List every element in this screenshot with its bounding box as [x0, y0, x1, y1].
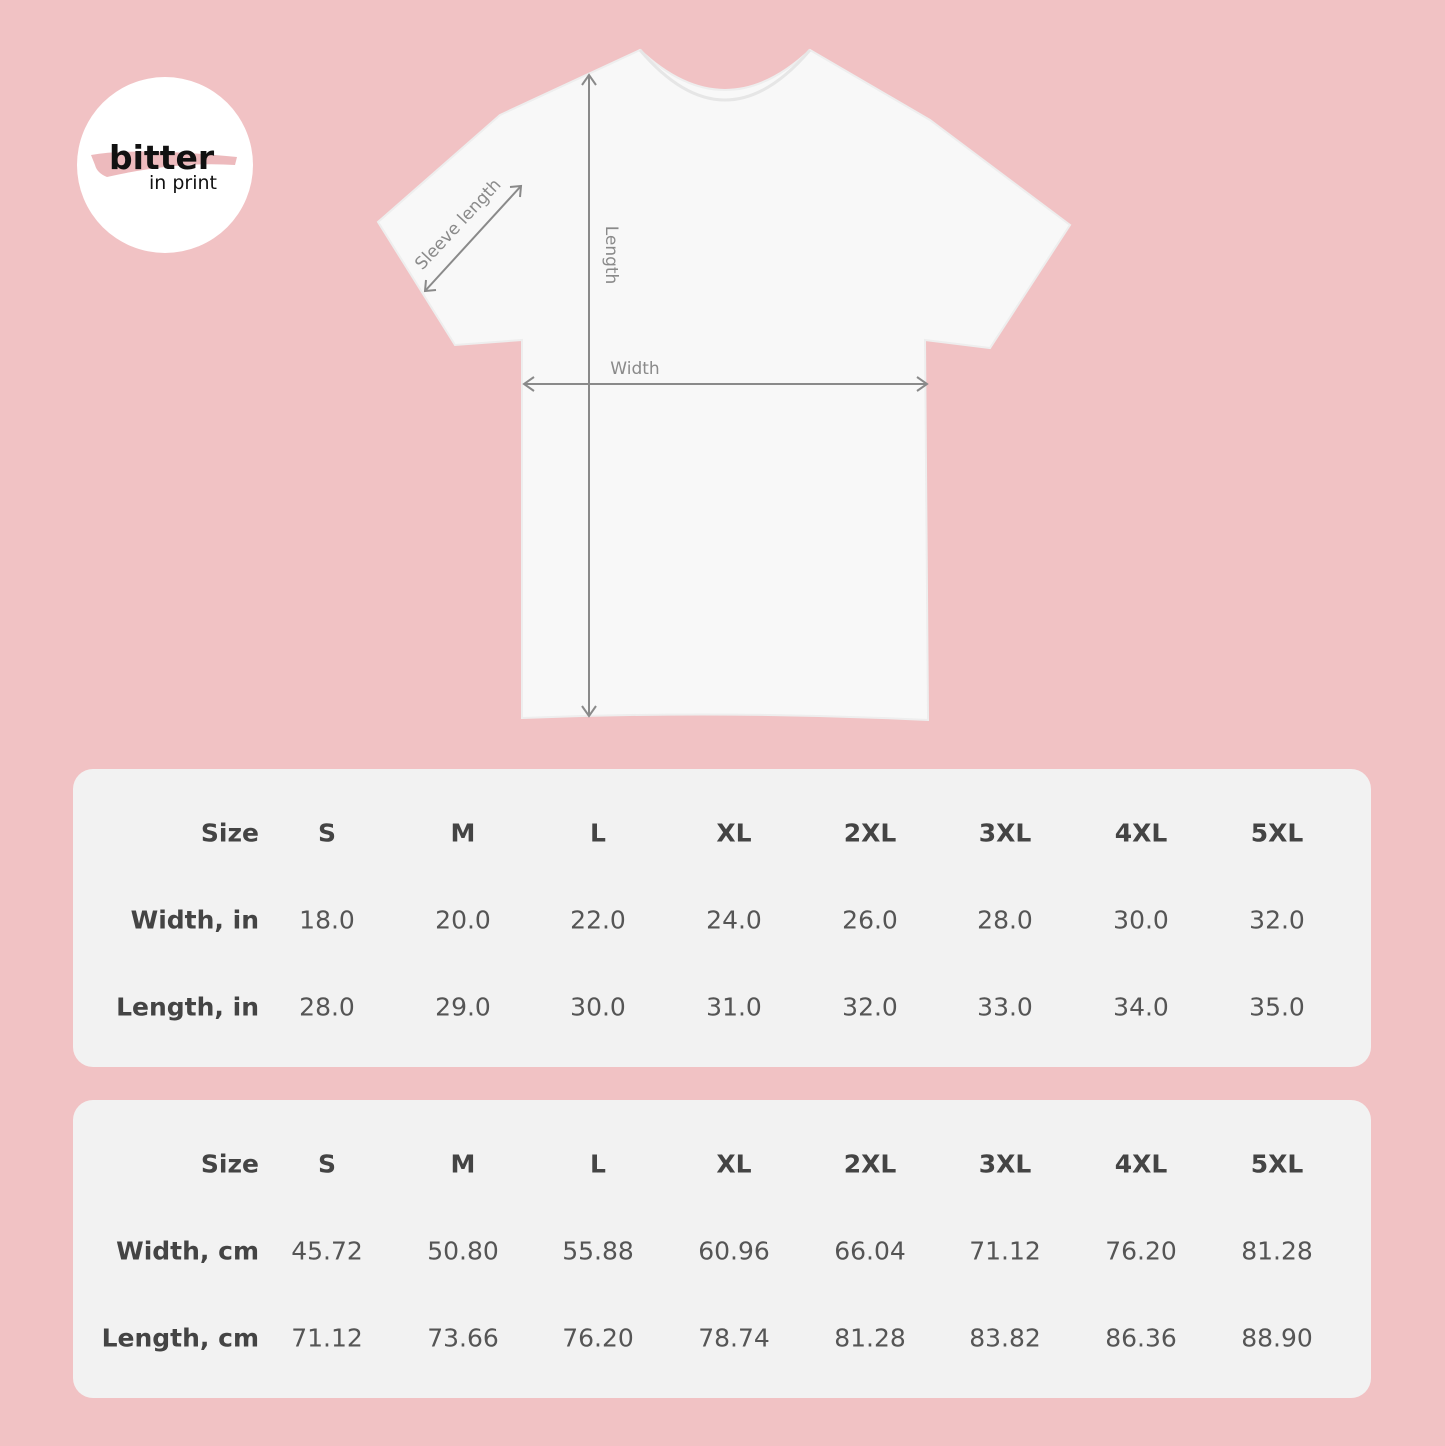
size-column-header: 2XL: [843, 818, 897, 848]
svg-text:bitter: bitter: [109, 138, 215, 177]
sleeve-arrow: [424, 185, 522, 292]
size-column-header: 2XL: [843, 1149, 897, 1179]
size-table-inches: Size S M L XL 2XL 3XL 4XL 5XL Width, in 18.0 20.0 22…: [73, 769, 1371, 1067]
size-column-header: M: [450, 1149, 476, 1179]
table-cell: 28.0: [299, 992, 355, 1022]
table-cell: 18.0: [299, 905, 355, 935]
size-header-label: Size: [200, 818, 259, 848]
table-cell: 26.0: [842, 905, 898, 935]
table-cell: 31.0: [706, 992, 762, 1022]
table-cell: 30.0: [1113, 905, 1169, 935]
table-cell: 55.88: [562, 1236, 634, 1266]
row-label: Width, in: [130, 905, 259, 935]
size-column-header: 4XL: [1114, 818, 1168, 848]
size-column-header: 3XL: [978, 1149, 1032, 1179]
table-cell: 73.66: [427, 1323, 499, 1353]
table-cell: 24.0: [706, 905, 762, 935]
measurement-arrows: [423, 73, 929, 718]
table-cell: 81.28: [1241, 1236, 1313, 1266]
tshirt-measurement-diagram: Width Length Sleeve length: [376, 48, 1072, 722]
row-label: Width, cm: [116, 1236, 259, 1266]
size-column-header: L: [590, 818, 606, 848]
brush-stroke-icon: [91, 151, 237, 177]
size-header-label: Size: [200, 1149, 259, 1179]
table-cell: 35.0: [1249, 992, 1305, 1022]
table-cell: 81.28: [834, 1323, 906, 1353]
table-cell: 32.0: [842, 992, 898, 1022]
table-cell: 71.12: [291, 1323, 363, 1353]
table-cell: 83.82: [969, 1323, 1041, 1353]
size-column-header: S: [317, 1149, 337, 1179]
table-cell: 50.80: [427, 1236, 499, 1266]
size-column-header: XL: [716, 1149, 752, 1179]
table-cell: 29.0: [435, 992, 491, 1022]
table-cell: 76.20: [562, 1323, 634, 1353]
size-column-header: 5XL: [1250, 1149, 1304, 1179]
table-cell: 20.0: [435, 905, 491, 935]
row-label: Length, in: [116, 992, 259, 1022]
table-cell: 66.04: [834, 1236, 906, 1266]
table-cell: 71.12: [969, 1236, 1041, 1266]
table-cell: 32.0: [1249, 905, 1305, 935]
table-cell: 78.74: [698, 1323, 770, 1353]
row-label: Length, cm: [101, 1323, 259, 1353]
logo-graphic: bitter in print: [91, 138, 237, 194]
width-label: Width: [610, 359, 659, 379]
size-column-header: S: [317, 818, 337, 848]
size-column-header: L: [590, 1149, 606, 1179]
collar: [638, 49, 812, 102]
size-column-header: XL: [716, 818, 752, 848]
svg-text:in print: in print: [149, 172, 217, 194]
table-cell: 33.0: [977, 992, 1033, 1022]
size-column-header: 5XL: [1250, 818, 1304, 848]
table-cell: 76.20: [1105, 1236, 1177, 1266]
table-cell: 34.0: [1113, 992, 1169, 1022]
size-column-header: 4XL: [1114, 1149, 1168, 1179]
table-cell: 88.90: [1241, 1323, 1313, 1353]
table-cell: 45.72: [291, 1236, 363, 1266]
table-cell: 22.0: [570, 905, 626, 935]
size-table-cm: Size S M L XL 2XL 3XL 4XL 5XL Width, cm 45.72 50.80…: [73, 1100, 1371, 1398]
table-cell: 30.0: [570, 992, 626, 1022]
table-cell: 60.96: [698, 1236, 770, 1266]
length-label: Length: [601, 226, 621, 285]
size-column-header: M: [450, 818, 476, 848]
size-column-header: 3XL: [978, 818, 1032, 848]
table-cell: 86.36: [1105, 1323, 1177, 1353]
brand-logo: bitter in print: [77, 77, 253, 253]
table-cell: 28.0: [977, 905, 1033, 935]
